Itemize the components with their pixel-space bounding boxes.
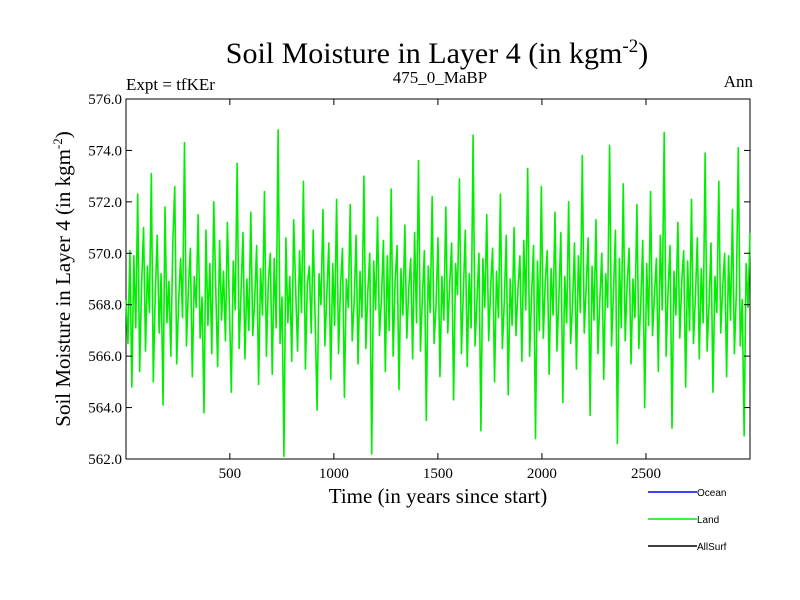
- x-tick-label: 500: [219, 466, 242, 482]
- y-tick-label: 576.0: [88, 92, 122, 108]
- land-series-group: [125, 129, 751, 458]
- y-axis-ticks: 562.0 564.0 566.0 568.0 570.0 572.0 574.0 576.0: [88, 92, 750, 468]
- y-tick-label: 570.0: [88, 246, 122, 262]
- x-tick-label: 2500: [631, 466, 661, 482]
- x-axis-label: Time (in years since start): [329, 484, 548, 508]
- experiment-label: Expt = tfKEr: [126, 75, 215, 94]
- y-tick-label: 562.0: [88, 452, 122, 468]
- x-tick-label: 2000: [527, 466, 557, 482]
- x-tick-label: 1000: [319, 466, 349, 482]
- legend-land-label: Land: [697, 515, 719, 526]
- season-label: Ann: [724, 72, 754, 91]
- x-tick-label: 1500: [423, 466, 453, 482]
- period-label: 475_0_MaBP: [393, 68, 487, 87]
- chart-title: Soil Moisture in Layer 4 (in kgm-2): [226, 36, 648, 70]
- y-tick-label: 566.0: [88, 349, 122, 365]
- legend-allsurf-label: AllSurf: [697, 542, 727, 553]
- legend: Ocean Land AllSurf: [648, 488, 727, 553]
- y-tick-label: 568.0: [88, 298, 122, 314]
- y-tick-label: 564.0: [88, 401, 122, 417]
- land-series-line: [125, 129, 751, 458]
- y-axis-label: Soil Moisture in Layer 4 (in kgm-2): [50, 131, 75, 426]
- y-tick-label: 572.0: [88, 195, 122, 211]
- legend-ocean-label: Ocean: [697, 488, 726, 499]
- y-tick-label: 574.0: [88, 143, 122, 159]
- x-axis-ticks: 500 1000 1500 2000 2500: [219, 99, 661, 482]
